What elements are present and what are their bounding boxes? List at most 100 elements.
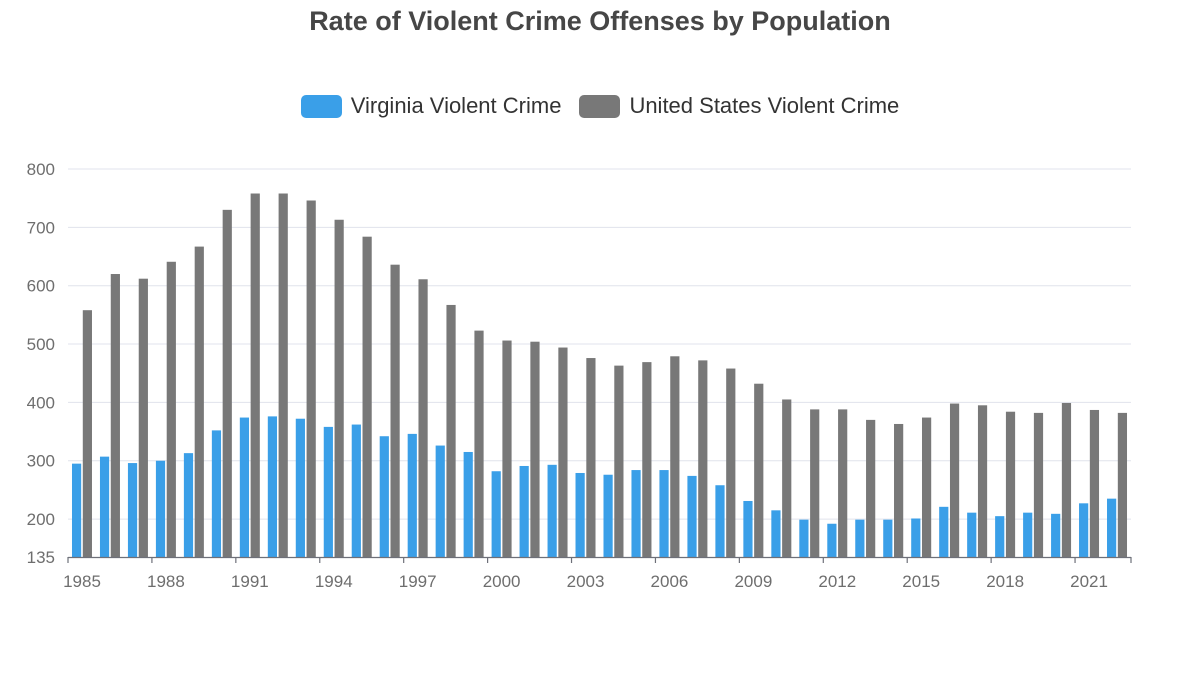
- bar-virginia: [687, 475, 697, 557]
- x-tick-label: 2000: [483, 572, 521, 591]
- bar-united-states: [138, 278, 148, 557]
- bar-united-states: [222, 209, 232, 557]
- x-tick-label: 1994: [315, 572, 353, 591]
- bar-united-states: [754, 383, 764, 557]
- bar-virginia: [267, 416, 278, 557]
- bar-united-states: [670, 356, 680, 557]
- bar-united-states: [278, 193, 288, 558]
- bar-united-states: [110, 274, 120, 557]
- x-tick-label: 2009: [734, 572, 772, 591]
- bar-united-states: [166, 261, 176, 557]
- bar-virginia: [1079, 503, 1089, 557]
- bar-virginia: [407, 433, 417, 557]
- bar-virginia: [211, 430, 222, 557]
- legend-label-united-states: United States Violent Crime: [629, 93, 900, 118]
- bar-united-states: [642, 362, 652, 557]
- bar-virginia: [463, 451, 473, 557]
- bar-virginia: [827, 523, 837, 557]
- bar-virginia: [799, 519, 809, 557]
- x-tick-label: 1997: [399, 572, 437, 591]
- bar-united-states: [530, 341, 540, 557]
- bar-virginia: [1051, 513, 1061, 557]
- x-tick-label: 2006: [651, 572, 689, 591]
- bar-virginia: [1023, 512, 1033, 557]
- x-tick-label: 1985: [63, 572, 101, 591]
- bar-virginia: [771, 510, 781, 557]
- bar-united-states: [1005, 411, 1016, 557]
- y-tick-label: 400: [27, 393, 55, 412]
- bar-virginia: [239, 417, 250, 557]
- legend-label-virginia: Virginia Violent Crime: [350, 93, 562, 118]
- bar-united-states: [949, 403, 960, 557]
- bar-virginia: [911, 518, 921, 557]
- bar-united-states: [558, 347, 568, 557]
- bar-virginia: [939, 506, 949, 557]
- y-tick-label: 300: [27, 452, 55, 471]
- bar-united-states: [614, 365, 624, 557]
- bar-virginia: [99, 456, 110, 557]
- legend: Virginia Violent Crime United States Vio…: [0, 93, 1200, 119]
- bar-virginia: [295, 418, 305, 557]
- bar-united-states: [418, 279, 428, 557]
- bar-virginia: [351, 424, 361, 557]
- bar-united-states: [866, 419, 876, 557]
- x-tick-label: 2021: [1070, 572, 1108, 591]
- y-tick-label: 700: [27, 218, 55, 237]
- bar-united-states: [1061, 402, 1072, 557]
- bar-virginia: [603, 474, 613, 557]
- bar-virginia: [71, 463, 82, 557]
- bar-virginia: [127, 463, 138, 557]
- bar-virginia: [491, 471, 501, 557]
- bar-virginia: [155, 460, 166, 557]
- x-tick-label: 1991: [231, 572, 269, 591]
- x-axis: 1985 1988 1991 1994 1997 2000 2003 2006 2009 2012…: [63, 556, 1132, 591]
- bar-united-states: [474, 330, 484, 557]
- bar-united-states: [1117, 412, 1128, 557]
- bar-virginia: [631, 470, 641, 557]
- legend-swatch-united-states: [579, 94, 621, 118]
- x-tick-label: 2003: [567, 572, 605, 591]
- bar-virginia: [323, 426, 333, 557]
- bar-united-states: [1089, 409, 1100, 557]
- bar-united-states: [82, 310, 92, 557]
- bar-virginia: [575, 472, 585, 557]
- legend-swatch-virginia: [300, 94, 342, 118]
- bar-united-states: [782, 399, 792, 557]
- bar-virginia: [967, 512, 977, 557]
- bar-united-states: [1033, 412, 1044, 557]
- bar-virginia: [715, 485, 725, 557]
- x-tick-label: 2012: [818, 572, 856, 591]
- bar-virginia: [379, 436, 389, 557]
- bar-united-states: [446, 304, 456, 557]
- bar-virginia: [883, 519, 893, 557]
- bar-virginia: [1107, 498, 1117, 557]
- y-tick-label: 135: [27, 548, 55, 567]
- bar-united-states: [977, 405, 988, 557]
- y-tick-label: 200: [27, 510, 55, 529]
- bar-united-states: [390, 264, 400, 557]
- x-tick-label: 2015: [902, 572, 940, 591]
- y-tick-label: 500: [27, 335, 55, 354]
- bar-virginia: [519, 465, 529, 557]
- legend-item-virginia[interactable]: Virginia Violent Crime: [300, 93, 562, 119]
- bar-united-states: [894, 423, 904, 557]
- bar-united-states: [502, 340, 512, 557]
- bar-united-states: [921, 417, 932, 557]
- bar-virginia: [995, 516, 1005, 557]
- bars: [71, 193, 1128, 558]
- y-tick-label: 800: [27, 160, 55, 179]
- x-tick-label: 2018: [986, 572, 1024, 591]
- legend-item-united-states[interactable]: United States Violent Crime: [579, 93, 899, 119]
- bar-virginia: [855, 519, 865, 557]
- bar-united-states: [194, 246, 204, 557]
- bar-virginia: [547, 464, 557, 557]
- bar-virginia: [659, 470, 669, 557]
- bar-united-states: [586, 358, 596, 557]
- bar-united-states: [810, 409, 820, 557]
- bar-united-states: [334, 219, 344, 557]
- bar-virginia: [183, 453, 194, 557]
- chart-title: Rate of Violent Crime Offenses by Popula…: [309, 6, 891, 36]
- y-axis: 135 200 300 400 500 600 700 800: [27, 160, 55, 567]
- x-tick-label: 1988: [147, 572, 185, 591]
